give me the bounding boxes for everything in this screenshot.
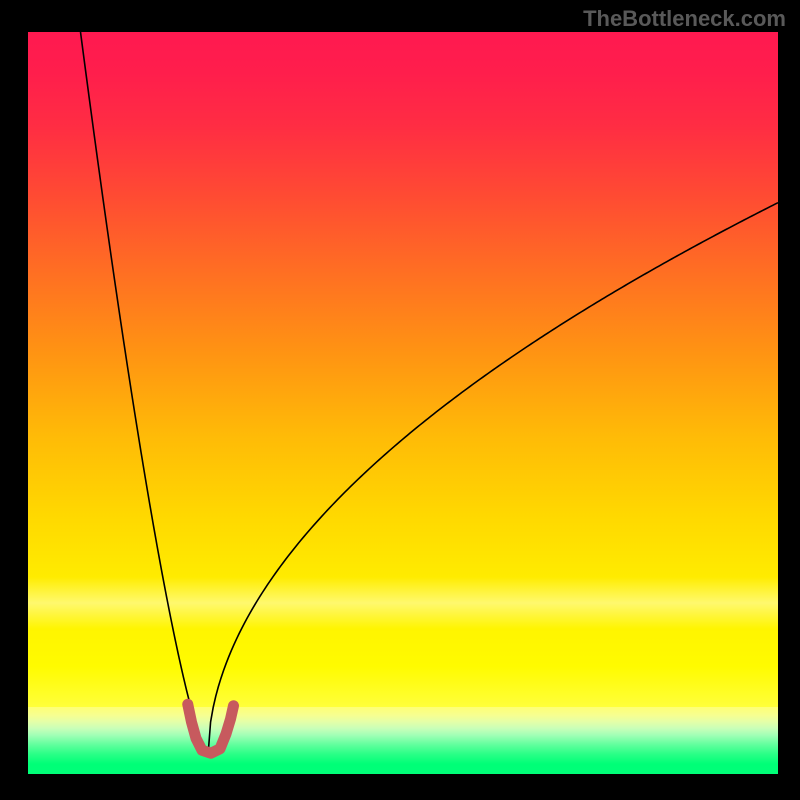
chart-overlay-svg (28, 32, 778, 774)
bottleneck-curve (81, 32, 779, 755)
chart-plot-area (28, 32, 778, 774)
watermark-text: TheBottleneck.com (583, 6, 786, 32)
